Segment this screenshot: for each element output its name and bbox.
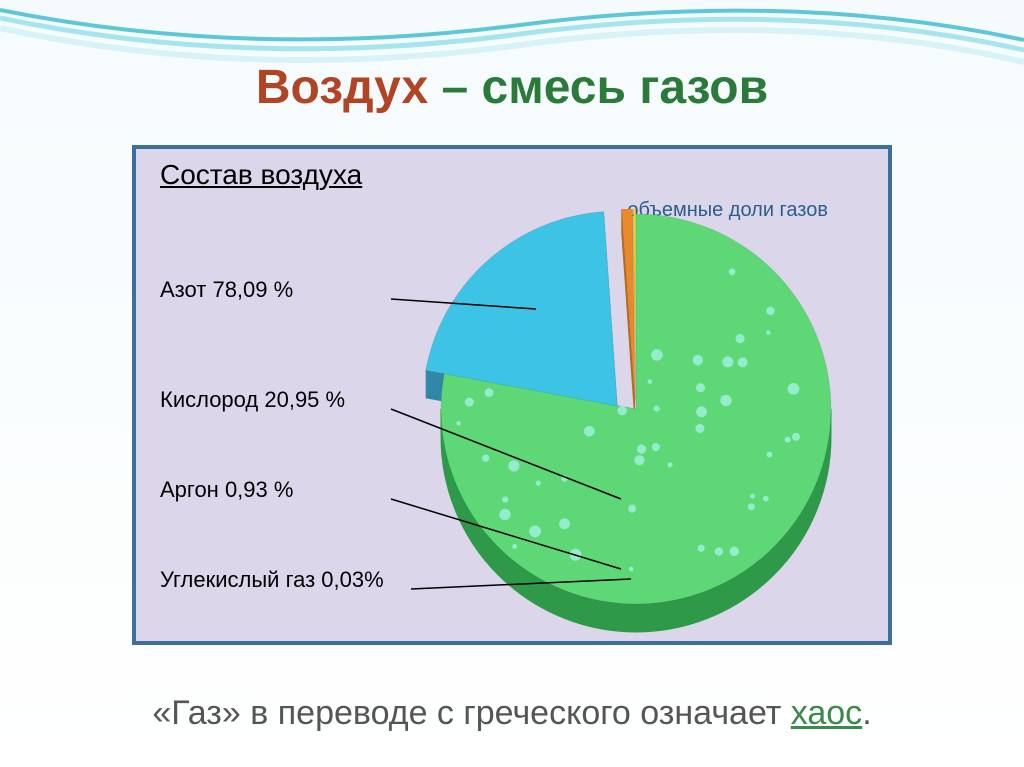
slice-label: Углекислый газ 0,03% (160, 567, 384, 593)
chart-labels: Азот 78,09 % Кислород 20,95 % Аргон 0,93 %… (160, 149, 410, 641)
footer-before: «Газ» в переводе с греческого означает (152, 694, 790, 732)
page-title: Воздух – смесь газов (0, 60, 1024, 115)
slice-label: Азот 78,09 % (160, 277, 293, 303)
footer-after: . (862, 694, 871, 732)
title-dash: – (428, 61, 481, 114)
pie-slice-Аргон (621, 209, 635, 399)
slice-label: Аргон 0,93 % (160, 477, 293, 503)
slice-label: Кислород 20,95 % (160, 387, 345, 413)
chart-panel: Состав воздуха объемные доли газов Азот … (132, 145, 892, 645)
footer-caption: «Газ» в переводе с греческого означает х… (0, 694, 1024, 733)
pie-chart (416, 209, 856, 649)
footer-keyword: хаос (791, 694, 862, 732)
title-part-2: смесь газов (482, 61, 769, 114)
title-part-1: Воздух (256, 61, 428, 114)
